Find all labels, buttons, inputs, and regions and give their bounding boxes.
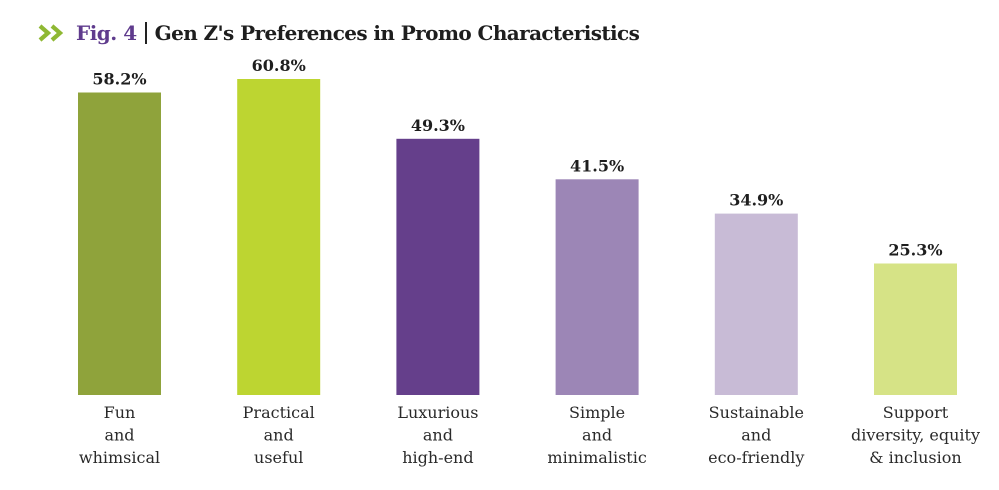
category-label-2-line-0: Luxurious [397,403,478,422]
category-label-0-line-1: and [104,426,134,445]
category-label-2-line-1: and [423,426,453,445]
double-chevron-right-icon [38,24,66,42]
category-label-5-line-1: diversity, equity [851,426,980,445]
category-label-5-line-2: & inclusion [869,448,961,467]
category-label-0-line-2: whimsical [79,448,160,467]
figure-number: Fig. 4 [76,21,137,45]
category-label-0-line-0: Fun [104,403,136,422]
bar-4 [714,213,798,395]
value-label-5: 25.3% [888,241,942,260]
title-divider [144,22,147,44]
bar-2 [396,138,480,396]
chart-title: Gen Z's Preferences in Promo Characteris… [154,21,640,45]
category-label-4-line-2: eco-friendly [708,448,804,467]
category-label-1-line-0: Practical [243,403,315,422]
category-label-4-line-0: Sustainable [709,403,804,422]
category-label-3-line-1: and [582,426,612,445]
category-label-1-line-1: and [264,426,294,445]
figure-header: Fig. 4 Gen Z's Preferences in Promo Char… [38,18,640,48]
category-label-1-line-2: useful [254,448,303,467]
category-label-3-line-2: minimalistic [547,448,646,467]
value-label-4: 34.9% [729,191,783,210]
bar-3 [555,179,639,395]
value-label-0: 58.2% [92,70,146,89]
value-label-2: 49.3% [411,116,465,135]
bar-0 [78,92,161,395]
value-label-3: 41.5% [570,156,624,175]
category-label-5-line-0: Support [883,403,949,422]
bar-5 [874,263,957,395]
value-label-1: 60.8% [252,56,306,75]
bar-1 [237,79,321,395]
category-label-3-line-0: Simple [569,403,625,422]
category-label-2-line-2: high-end [402,448,473,467]
category-label-4-line-1: and [741,426,771,445]
